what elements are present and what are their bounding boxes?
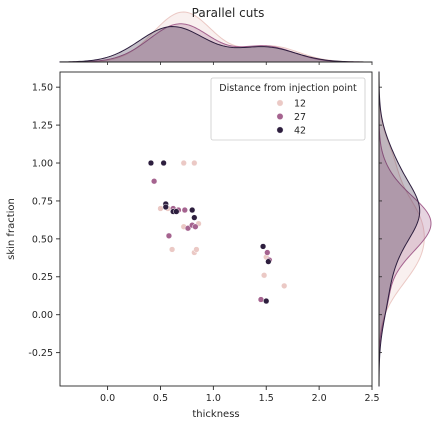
scatter-point xyxy=(168,246,176,253)
x-tick-label: 1.0 xyxy=(206,393,221,404)
legend-frame xyxy=(210,77,366,141)
y-axis-ticks: -0.25 0.00 0.25 0.50 0.75 1.00 1.25 1.50 xyxy=(28,83,60,359)
top-kde-curve xyxy=(59,26,373,63)
x-axis-ticks: 0.0 0.5 1.0 1.5 2.0 2.5 xyxy=(100,386,380,404)
x-tick-label: 2.0 xyxy=(312,393,327,404)
scatter-point xyxy=(150,178,158,185)
scatter-point xyxy=(281,282,288,290)
scatter-point xyxy=(259,243,267,250)
scatter-point xyxy=(173,208,180,215)
scatter-points xyxy=(147,159,288,305)
x-tick-label: 2.5 xyxy=(364,393,379,404)
chart-title: Parallel cuts xyxy=(192,6,265,20)
y-tick-label: 1.00 xyxy=(32,158,53,169)
scatter-point xyxy=(191,214,198,221)
y-tick-label: 0.75 xyxy=(32,196,53,207)
legend-marker xyxy=(276,99,284,107)
scatter-point xyxy=(180,159,187,167)
right-kde-curve xyxy=(378,71,421,387)
scatter-point xyxy=(160,159,167,167)
right-kde-curve xyxy=(378,71,425,387)
scatter-point xyxy=(193,246,200,253)
scatter-point xyxy=(260,272,268,279)
scatter-point xyxy=(191,159,198,167)
legend-label: 27 xyxy=(294,112,306,123)
legend-marker xyxy=(276,113,284,120)
scatter-point xyxy=(192,223,199,230)
y-tick-label: -0.25 xyxy=(28,348,53,359)
y-tick-label: 0.00 xyxy=(32,310,53,321)
scatter-point xyxy=(189,206,196,214)
legend-title: Distance from injection point xyxy=(219,83,357,94)
scatter-point xyxy=(181,206,188,214)
y-axis-label: skin fraction xyxy=(6,198,17,260)
legend-label: 42 xyxy=(294,125,306,136)
y-tick-label: 0.50 xyxy=(32,234,53,245)
x-tick-label: 0.0 xyxy=(100,393,115,404)
y-tick-label: 1.50 xyxy=(32,83,53,94)
legend: Distance from injection point 12 27 42 xyxy=(210,77,366,141)
x-tick-label: 1.5 xyxy=(259,393,274,404)
scatter-point xyxy=(257,296,265,303)
scatter-point xyxy=(147,159,155,167)
right-marginal-kde xyxy=(378,71,432,387)
y-tick-label: 1.25 xyxy=(32,120,53,131)
scatter-point xyxy=(162,203,169,211)
legend-entries: 12 27 42 xyxy=(276,98,306,136)
scatter-point xyxy=(184,225,192,232)
top-marginal-ticks xyxy=(107,62,373,65)
top-marginal-kde xyxy=(59,11,373,63)
right-marginal-ticks xyxy=(379,86,382,354)
x-tick-label: 0.5 xyxy=(153,393,168,404)
scatter-point xyxy=(157,205,164,212)
legend-marker xyxy=(276,126,284,134)
legend-label: 12 xyxy=(294,98,306,109)
scatter-point xyxy=(264,249,271,256)
scatter-point xyxy=(265,258,272,265)
scatter-point xyxy=(263,297,270,305)
x-axis-label: thickness xyxy=(192,409,239,420)
y-tick-label: 0.25 xyxy=(32,272,53,283)
scatter-point xyxy=(165,232,173,239)
main-axes-frame xyxy=(59,71,373,387)
